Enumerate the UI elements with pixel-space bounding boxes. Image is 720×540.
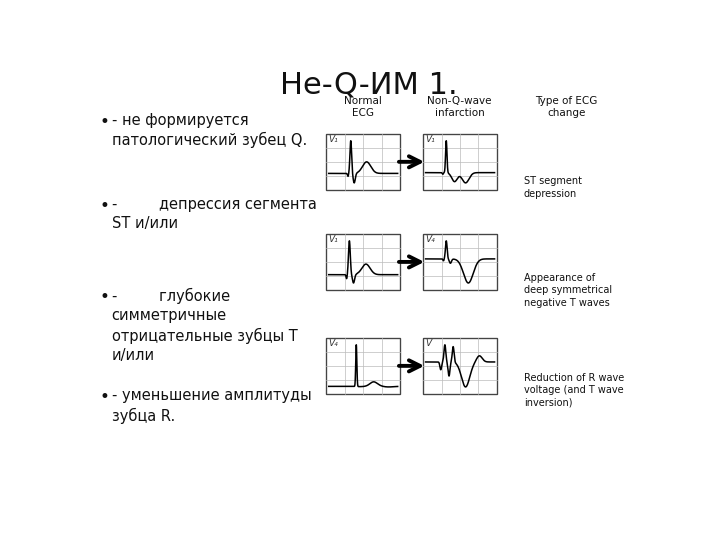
Text: V₁: V₁ bbox=[328, 135, 338, 144]
Text: Не-Q-ИМ 1.: Не-Q-ИМ 1. bbox=[280, 71, 458, 100]
Text: V: V bbox=[425, 339, 431, 348]
Text: V₄: V₄ bbox=[425, 235, 435, 244]
Text: - не формируется
патологический зубец Q.: - не формируется патологический зубец Q. bbox=[112, 112, 307, 148]
Bar bbox=[423, 338, 497, 394]
Text: V₄: V₄ bbox=[328, 339, 338, 348]
Text: Non-Q-wave
infarction: Non-Q-wave infarction bbox=[428, 96, 492, 118]
Text: -         депрессия сегмента
ST и/или: - депрессия сегмента ST и/или bbox=[112, 197, 317, 232]
Bar bbox=[423, 234, 497, 289]
Text: - уменьшение амплитуды
зубца R.: - уменьшение амплитуды зубца R. bbox=[112, 388, 311, 424]
Bar bbox=[423, 234, 497, 289]
Text: V₁: V₁ bbox=[425, 135, 435, 144]
Text: Reduction of R wave
voltage (and T wave
inversion): Reduction of R wave voltage (and T wave … bbox=[524, 373, 624, 408]
Bar bbox=[423, 338, 497, 394]
Bar bbox=[326, 338, 400, 394]
Bar bbox=[326, 234, 400, 289]
Bar bbox=[423, 134, 497, 190]
Text: •: • bbox=[99, 288, 109, 306]
Text: ST segment
depression: ST segment depression bbox=[524, 177, 582, 199]
Text: •: • bbox=[99, 197, 109, 215]
Text: Appearance of
deep symmetrical
negative T waves: Appearance of deep symmetrical negative … bbox=[524, 273, 612, 307]
Text: •: • bbox=[99, 388, 109, 406]
Bar bbox=[326, 134, 400, 190]
Text: -         глубокие
симметричные
отрицательные зубцы Т
и/или: - глубокие симметричные отрицательные зу… bbox=[112, 288, 297, 363]
Text: Normal
ECG: Normal ECG bbox=[344, 96, 382, 118]
Text: Type of ECG
change: Type of ECG change bbox=[536, 96, 598, 118]
Text: V₁: V₁ bbox=[328, 235, 338, 244]
Bar bbox=[326, 134, 400, 190]
Bar bbox=[423, 134, 497, 190]
Bar bbox=[326, 338, 400, 394]
Text: •: • bbox=[99, 112, 109, 131]
Bar bbox=[326, 234, 400, 289]
